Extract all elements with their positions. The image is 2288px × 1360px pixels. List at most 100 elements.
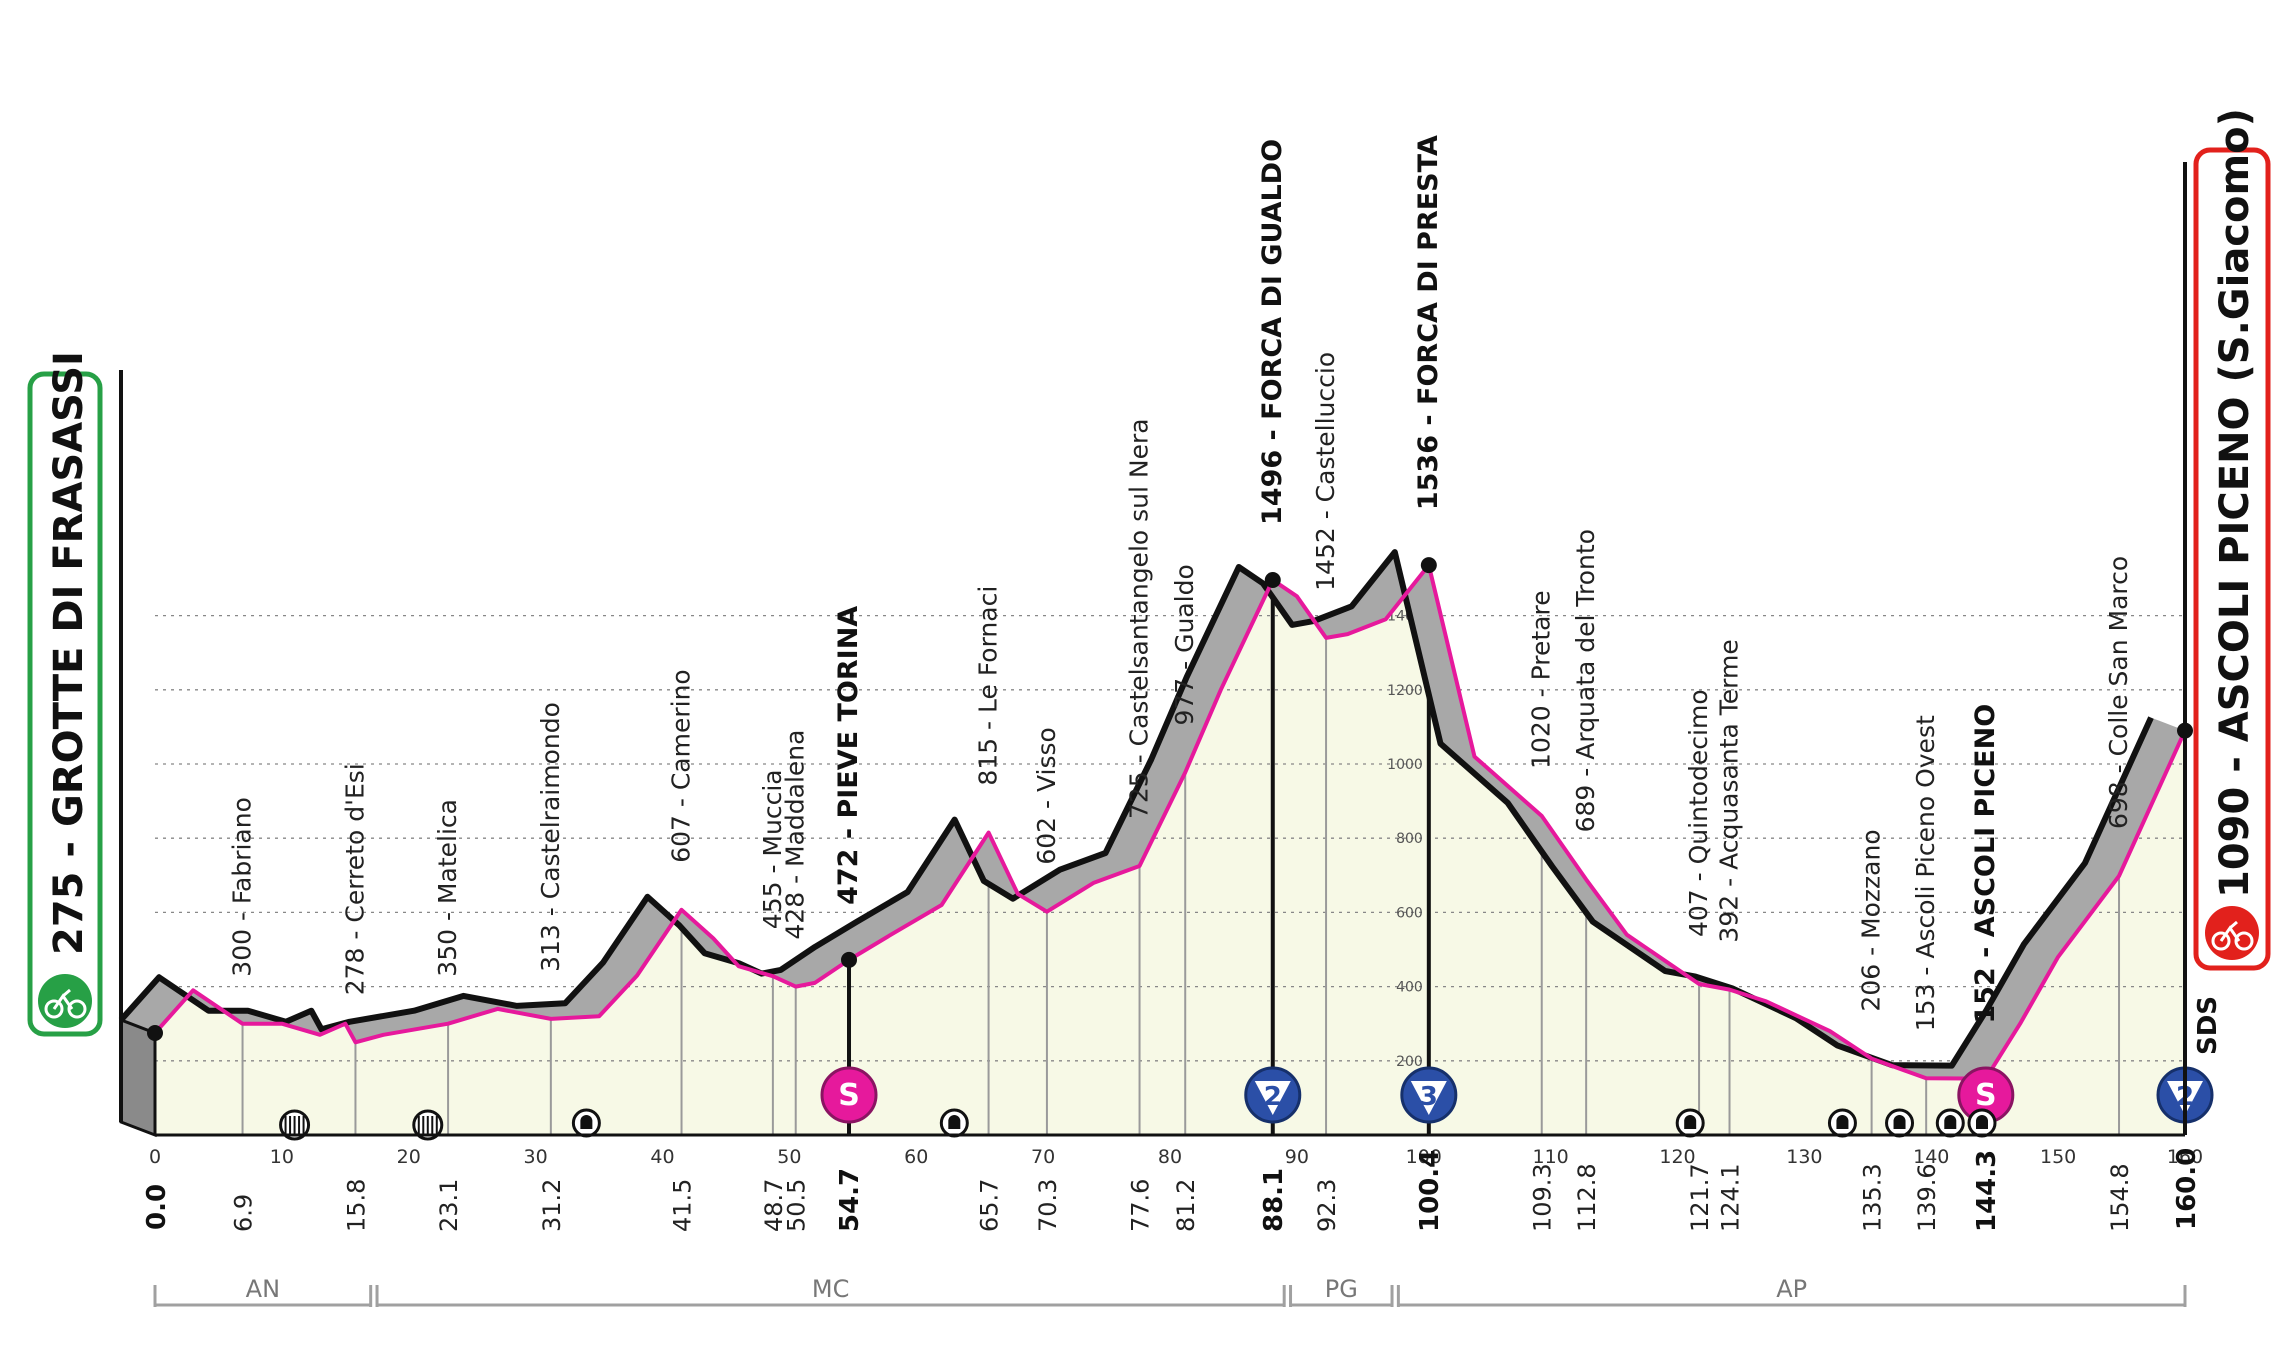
town-km-6: 50.5 xyxy=(783,1179,811,1232)
profile-area xyxy=(155,565,2185,1135)
town-km-8: 65.7 xyxy=(976,1179,1004,1232)
start-label: 275 - GROTTE DI FRASASSI xyxy=(46,351,92,955)
km-tick-30: 30 xyxy=(524,1146,548,1168)
town-point-12 xyxy=(1264,571,1281,588)
province-label-PG: PG xyxy=(1325,1275,1358,1303)
town-point-7 xyxy=(841,951,858,968)
town-label-11: 977 - Gualdo xyxy=(1170,564,1199,725)
province-label-MC: MC xyxy=(812,1275,849,1303)
town-labels: 300 - Fabriano 278 - Cerreto d'Esi 350 - M… xyxy=(228,135,2133,1031)
finish-bike-glyph xyxy=(2211,920,2254,951)
alt-tick-label-800: 800 xyxy=(1396,831,1423,847)
town-km-9: 70.3 xyxy=(1034,1179,1062,1232)
marker-label-7: S xyxy=(838,1078,860,1113)
town-label-22: 698 - Colle San Marco xyxy=(2104,556,2133,829)
town-label-18: 392 - Acquasanta Terme xyxy=(1715,639,1744,942)
town-label-17: 407 - Quintodecimo xyxy=(1684,689,1713,937)
town-label-15: 1020 - Pretare xyxy=(1527,590,1556,769)
tunnel-arch-icon xyxy=(1836,1115,1849,1129)
marker-label-12: 2 xyxy=(1264,1082,1282,1112)
town-km-11: 81.2 xyxy=(1172,1179,1200,1232)
tunnel-arch-icon xyxy=(948,1115,961,1129)
alt-tick-label-400: 400 xyxy=(1396,980,1423,996)
province-label-AN: AN xyxy=(246,1275,280,1303)
kom-triangle-icon xyxy=(1254,1081,1291,1115)
start-point xyxy=(147,1024,163,1041)
alt-tick-label-200: 200 xyxy=(1396,1054,1423,1070)
town-point-14 xyxy=(1420,557,1437,574)
start-km-label: 0.0 xyxy=(142,1184,172,1230)
km-tick-150: 150 xyxy=(2040,1146,2076,1168)
km-tick-70: 70 xyxy=(1031,1146,1055,1168)
marker-label-21: S xyxy=(1975,1078,1997,1113)
province-label-AP: AP xyxy=(1776,1275,1807,1303)
finish-label: 1090 - ASCOLI PICENO (S.Giacomo) xyxy=(2212,108,2258,898)
town-km-12: 88.1 xyxy=(1259,1168,1289,1232)
start-badge-frame xyxy=(27,371,103,1037)
distance-axis: 0 10 20 30 40 50 60 70 80 90 100 110 120 130 140 150 160… xyxy=(119,162,2203,1232)
profile-front-line xyxy=(153,563,2187,1081)
town-label-1: 278 - Cerreto d'Esi xyxy=(340,763,369,995)
tunnel-arch-icon xyxy=(580,1115,593,1129)
tunnel-arch-icon xyxy=(1976,1115,1988,1129)
town-label-5: 455 - Muccia xyxy=(758,769,787,929)
town-label-12: 1496 - FORCA DI GUALDO xyxy=(1257,139,1288,525)
alt-tick-label-1000: 1000 xyxy=(1387,757,1423,773)
town-label-14: 1536 - FORCA DI PRESTA xyxy=(1413,135,1444,510)
profile-top-outline xyxy=(118,549,2154,1069)
tunnel-arch-icon xyxy=(1893,1115,1906,1129)
marker-label-14: 3 xyxy=(1420,1082,1438,1112)
km-tick-10: 10 xyxy=(270,1146,294,1168)
town-km-4: 41.5 xyxy=(669,1179,697,1232)
town-km-21: 144.3 xyxy=(1972,1150,2002,1232)
km-tick-60: 60 xyxy=(904,1146,928,1168)
km-tick-90: 90 xyxy=(1285,1146,1309,1168)
town-km-22: 154.8 xyxy=(2106,1163,2134,1232)
town-label-2: 350 - Matelica xyxy=(433,799,462,977)
town-label-19: 206 - Mozzano xyxy=(1857,829,1886,1011)
town-km-1: 15.8 xyxy=(342,1179,370,1232)
town-label-7: 472 - PIEVE TORINA xyxy=(833,606,864,905)
km-tick-140: 140 xyxy=(1913,1146,1949,1168)
km-tick-100: 100 xyxy=(1406,1146,1442,1168)
km-tick-40: 40 xyxy=(650,1146,674,1168)
brand-logo: SDS xyxy=(2193,996,2223,1055)
finish-badge: 1090 - ASCOLI PICENO (S.Giacomo) xyxy=(2193,108,2271,971)
town-label-13: 1452 - Castelluccio xyxy=(1311,352,1340,591)
sprint-marker-icon xyxy=(820,1066,878,1124)
town-km-0: 6.9 xyxy=(230,1194,258,1232)
town-label-20: 153 - Ascoli Piceno Ovest xyxy=(1911,715,1940,1031)
town-label-10: 725 - Castelsantangelo sul Nera xyxy=(1125,418,1154,819)
town-label-4: 607 - Camerino xyxy=(667,669,696,863)
town-km-14: 100.4 xyxy=(1415,1150,1445,1232)
town-km-3: 31.2 xyxy=(538,1179,566,1232)
town-km-18: 124.1 xyxy=(1717,1163,1745,1232)
kom-triangle-icon xyxy=(1410,1081,1447,1115)
km-tick-50: 50 xyxy=(777,1146,801,1168)
town-km-13: 92.3 xyxy=(1313,1179,1341,1232)
town-km-7: 54.7 xyxy=(835,1168,865,1232)
alt-tick-label-1200: 1200 xyxy=(1387,683,1423,699)
town-km-17: 121.7 xyxy=(1686,1163,1714,1232)
town-label-3: 313 - Castelraimondo xyxy=(536,702,565,972)
town-label-21: 152 - ASCOLI PICENO xyxy=(1970,704,2001,1024)
alt-tick-label-600: 600 xyxy=(1396,905,1423,921)
profile-base-layer xyxy=(155,565,2185,1135)
town-label-6: 428 - Maddalena xyxy=(781,730,810,940)
profile-3d-face xyxy=(121,552,2185,1079)
km-tick-120: 120 xyxy=(1659,1146,1695,1168)
town-label-16: 689 - Arquata del Tronto xyxy=(1571,529,1600,832)
town-km-10: 77.6 xyxy=(1127,1179,1155,1232)
tunnel-arch-icon xyxy=(1684,1115,1697,1129)
province-bands: AN MC PG AP xyxy=(153,1275,2187,1307)
finish-badge-frame xyxy=(2193,147,2271,971)
town-km-16: 112.8 xyxy=(1573,1163,1601,1232)
km-tick-160: 160 xyxy=(2167,1146,2203,1168)
town-km-19: 135.3 xyxy=(1859,1163,1887,1232)
start-bike-glyph xyxy=(44,988,87,1019)
start-badge: 275 - GROTTE DI FRASASSI xyxy=(27,351,103,1037)
finish-km-label: 160.0 xyxy=(2172,1148,2202,1230)
town-km-5: 48.7 xyxy=(760,1179,788,1232)
